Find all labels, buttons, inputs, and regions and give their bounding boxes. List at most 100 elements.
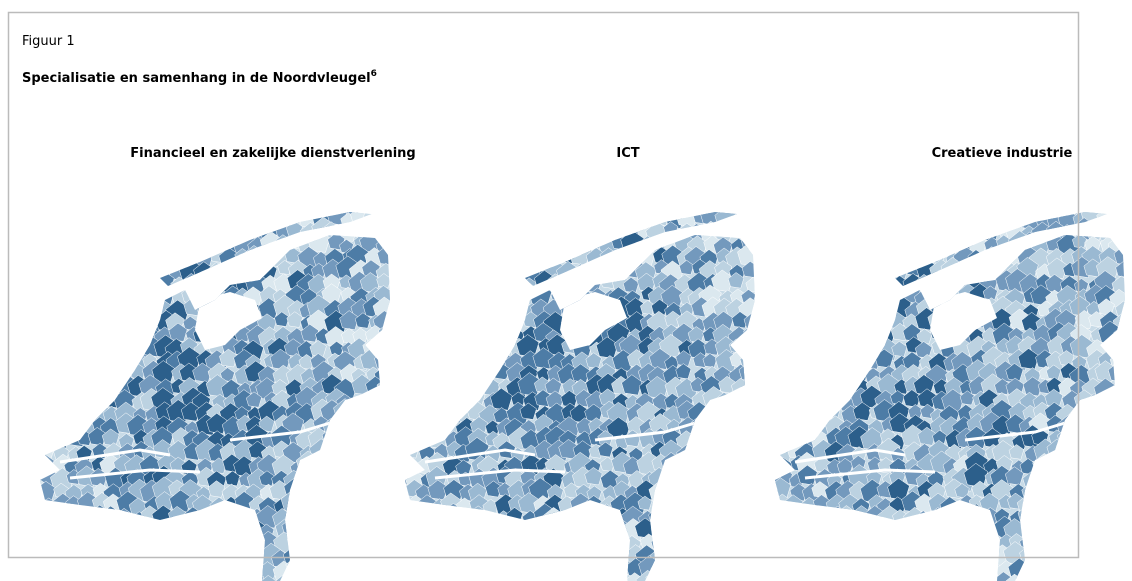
region xyxy=(810,287,833,310)
region xyxy=(205,217,228,240)
region xyxy=(1025,524,1040,539)
region xyxy=(1096,557,1116,577)
region xyxy=(535,562,553,580)
region xyxy=(971,221,989,239)
region xyxy=(523,521,538,536)
region xyxy=(838,327,857,346)
region xyxy=(571,560,590,579)
region xyxy=(548,521,568,541)
region xyxy=(496,235,511,250)
region xyxy=(800,389,824,413)
region xyxy=(915,244,936,265)
region xyxy=(760,414,777,431)
region xyxy=(783,246,807,270)
region xyxy=(484,299,503,318)
region xyxy=(839,261,855,277)
region xyxy=(170,208,190,228)
region xyxy=(327,576,342,581)
region xyxy=(50,302,66,318)
region xyxy=(314,492,332,510)
region xyxy=(102,353,120,371)
map xyxy=(22,193,400,581)
region xyxy=(65,390,79,404)
region xyxy=(39,247,62,270)
region xyxy=(1074,470,1092,488)
footnote: 6 xyxy=(371,69,377,79)
region xyxy=(633,206,656,229)
region xyxy=(128,521,146,539)
region xyxy=(309,571,332,581)
region xyxy=(890,521,911,542)
region xyxy=(868,245,887,264)
region xyxy=(1085,571,1103,581)
region xyxy=(79,193,98,212)
region xyxy=(324,455,347,478)
region xyxy=(771,361,793,383)
map-title: Financieel en zakelijke dienstverlening xyxy=(130,146,416,161)
region xyxy=(496,520,513,537)
region xyxy=(492,259,516,283)
region xyxy=(773,212,788,227)
region xyxy=(464,270,488,294)
region xyxy=(375,443,394,462)
region xyxy=(864,263,880,279)
region xyxy=(140,260,158,278)
region xyxy=(380,577,395,581)
region xyxy=(789,288,806,305)
region xyxy=(80,545,97,562)
region xyxy=(286,196,308,218)
region xyxy=(717,466,737,486)
region xyxy=(42,238,57,253)
region xyxy=(1023,576,1040,581)
region xyxy=(772,558,795,581)
region xyxy=(774,302,793,321)
region xyxy=(733,417,749,433)
region xyxy=(92,365,112,385)
region xyxy=(376,561,391,576)
region xyxy=(864,200,880,216)
region xyxy=(441,336,463,358)
region xyxy=(325,470,340,485)
region xyxy=(445,545,464,564)
region xyxy=(800,375,818,393)
region xyxy=(47,568,70,581)
region xyxy=(584,560,599,575)
region xyxy=(368,559,382,573)
region xyxy=(35,402,59,426)
region xyxy=(929,273,951,295)
region xyxy=(533,220,552,239)
region xyxy=(141,520,165,544)
region xyxy=(757,532,780,555)
region xyxy=(393,244,413,264)
region xyxy=(740,569,764,581)
region xyxy=(444,376,465,397)
region xyxy=(1103,550,1118,565)
region xyxy=(362,441,378,457)
region xyxy=(905,558,921,574)
region xyxy=(588,551,603,566)
region xyxy=(146,562,163,579)
region xyxy=(715,206,737,228)
region xyxy=(64,219,84,239)
region xyxy=(115,544,134,563)
region xyxy=(455,521,473,539)
region xyxy=(457,233,474,250)
region xyxy=(844,247,858,261)
region xyxy=(561,560,581,580)
region xyxy=(651,536,667,552)
region xyxy=(798,270,822,294)
region xyxy=(481,571,502,581)
region xyxy=(714,456,736,478)
region xyxy=(809,262,830,283)
region xyxy=(523,538,539,554)
region xyxy=(416,416,435,435)
region xyxy=(485,352,500,367)
region xyxy=(220,522,240,542)
region xyxy=(105,300,120,315)
region xyxy=(1063,472,1080,489)
region xyxy=(833,297,857,321)
region xyxy=(678,196,697,215)
region xyxy=(814,507,830,523)
region xyxy=(877,547,900,570)
region xyxy=(427,572,449,581)
